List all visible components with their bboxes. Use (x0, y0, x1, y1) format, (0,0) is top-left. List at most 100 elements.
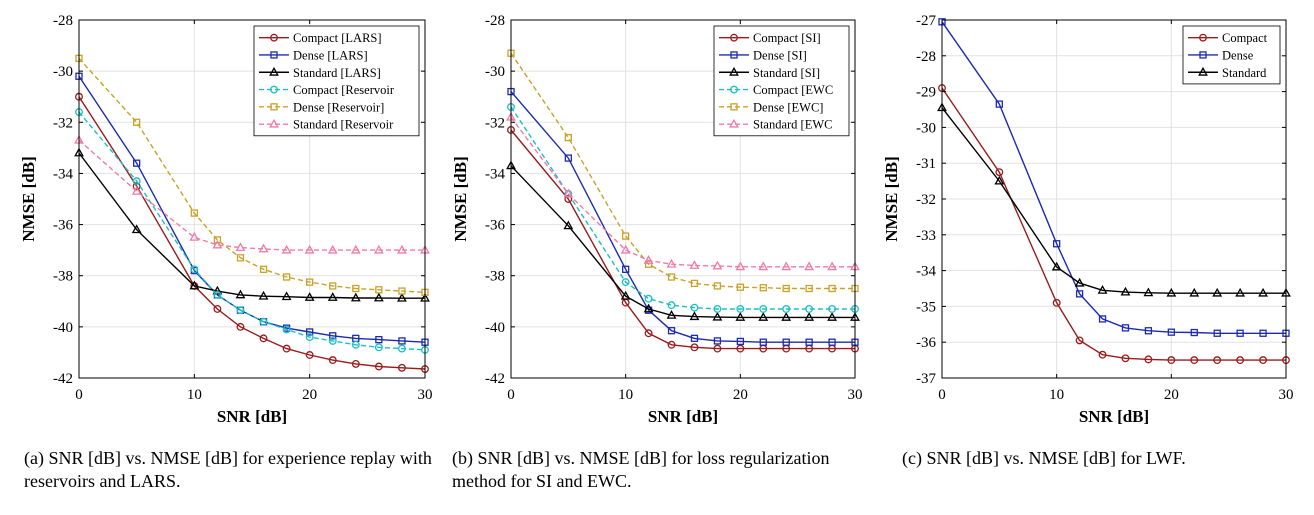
data-point (828, 284, 836, 293)
data-point (666, 310, 677, 319)
y-tick-label: -32 (485, 115, 505, 131)
data-point (282, 273, 291, 281)
data-point (690, 303, 699, 312)
data-point (827, 312, 837, 321)
y-tick-label: -36 (916, 335, 936, 351)
data-point (1213, 329, 1221, 337)
chart-panel-b: 0 10 20 30 -42 -40 -38 -36 -34 -32 -30 -28 SNR [dB] N… (451, 13, 863, 426)
data-point (189, 280, 200, 290)
legend-label: Dense [EWC] (753, 100, 823, 114)
data-point (328, 336, 337, 345)
legend: Compact Dense Standard (1182, 25, 1281, 85)
y-tick-label: -31 (916, 156, 936, 172)
data-point (1258, 287, 1268, 297)
data-point (1098, 315, 1107, 323)
axes-box (510, 19, 856, 379)
chart-panel-a: 0 10 20 30 -42 -40 -38 -36 -34 -32 -30 -28 SNR [dB] N… (19, 13, 433, 426)
data-point (352, 284, 360, 293)
data-point (758, 312, 769, 321)
legend-label: Dense [Reservoir] (293, 100, 384, 114)
y-tick-label: -36 (485, 218, 505, 234)
data-point (213, 305, 222, 313)
data-point (282, 344, 291, 353)
data-point (306, 328, 314, 336)
data-point (281, 244, 292, 254)
data-point (1167, 356, 1176, 365)
data-point (397, 292, 407, 302)
data-point (564, 154, 572, 162)
data-point (736, 283, 744, 291)
data-point (564, 195, 573, 203)
data-point (644, 294, 653, 303)
data-point (1053, 240, 1061, 248)
y-tick-label: -34 (916, 264, 936, 280)
data-point (666, 258, 677, 268)
series-5 (74, 134, 430, 254)
legend-label: Standard [SI] (753, 66, 820, 80)
data-point (1121, 324, 1130, 332)
y-tick-label: -28 (916, 49, 936, 65)
data-point (736, 344, 745, 353)
series-line (510, 116, 855, 268)
data-point (236, 306, 245, 315)
data-point (995, 100, 1003, 108)
legend-swatch-marker (730, 85, 738, 94)
caption-a: (a) SNR [dB] vs. NMSE [dB] for experienc… (24, 448, 432, 491)
series-2 (506, 160, 860, 321)
data-point (759, 338, 767, 346)
series-line (78, 75, 426, 343)
legend-label: Compact [LARS] (293, 31, 382, 45)
x-tick-label: 20 (733, 387, 748, 403)
y-tick-label: -28 (53, 13, 73, 29)
data-point (735, 261, 746, 271)
data-point (1167, 328, 1175, 336)
legend-label: Dense (1222, 48, 1254, 62)
y-axis-label: NMSE [dB] (19, 156, 38, 241)
x-axis-label: SNR [dB] (1079, 407, 1149, 426)
y-tick-label: -36 (53, 218, 73, 234)
data-point (327, 244, 338, 254)
data-point (667, 327, 676, 335)
series-line (510, 129, 855, 350)
data-point (329, 282, 337, 290)
y-tick-label: -35 (916, 299, 936, 315)
y-tick-label: -33 (916, 228, 936, 244)
data-point (620, 244, 631, 254)
data-point (759, 284, 767, 292)
data-point (235, 242, 246, 252)
y-tick-label: -32 (53, 115, 73, 131)
data-point (805, 338, 813, 346)
x-axis-label: SNR [dB] (217, 407, 287, 426)
y-tick-label: -27 (916, 13, 936, 29)
legend-label: Standard [Reservoir (293, 118, 394, 132)
y-tick-label: -29 (916, 85, 936, 101)
data-point (994, 175, 1005, 185)
data-point (213, 290, 222, 299)
data-point (667, 340, 676, 349)
data-point (827, 261, 837, 271)
data-point (1190, 356, 1199, 365)
y-tick-label: -30 (916, 120, 936, 136)
data-point (329, 332, 337, 340)
legend-swatch-marker (269, 118, 279, 128)
legend-swatch-marker (270, 103, 278, 111)
series-line (510, 165, 855, 319)
data-point (398, 337, 406, 345)
data-point (133, 118, 141, 126)
data-point (1189, 287, 1200, 297)
data-point (1098, 350, 1107, 359)
data-point (644, 329, 653, 338)
series-1 (507, 87, 859, 346)
legend-swatch-marker (729, 66, 739, 76)
legend-label: Standard [EWC (753, 118, 833, 132)
data-point (782, 305, 791, 313)
data-point (736, 305, 745, 313)
legend-swatch-marker (1199, 51, 1207, 59)
legend-swatch-marker (270, 51, 278, 59)
data-point (622, 265, 630, 273)
data-point (667, 301, 676, 310)
data-point (781, 261, 792, 271)
x-tick-label: 10 (618, 387, 633, 403)
series-line (510, 91, 855, 343)
y-tick-label: -30 (53, 64, 73, 80)
